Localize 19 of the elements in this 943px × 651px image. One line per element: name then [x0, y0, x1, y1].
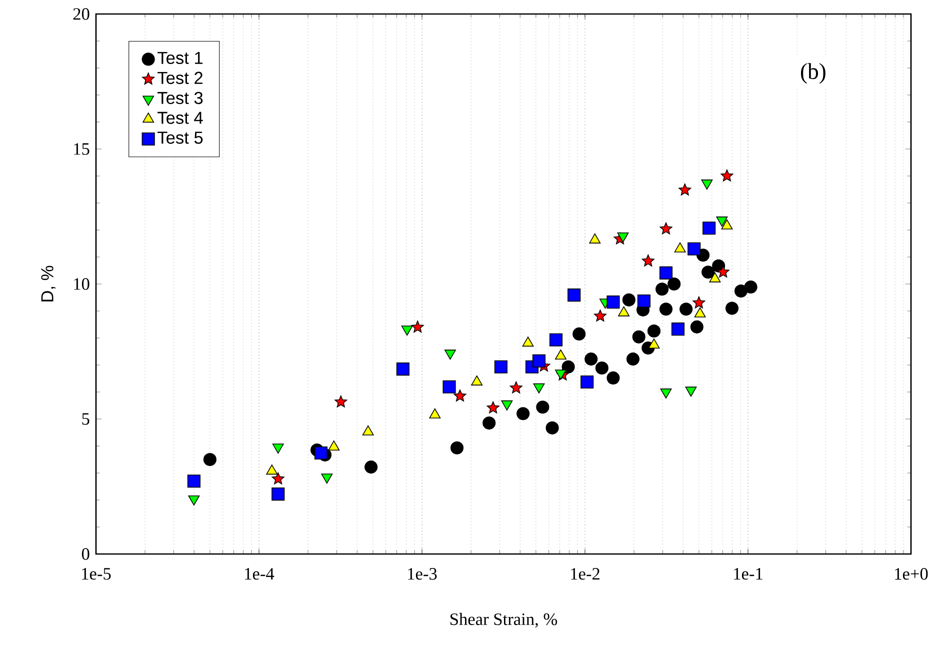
legend-label: Test 3: [158, 92, 203, 104]
x-tick-label: 1e+0: [895, 568, 928, 580]
y-tick-label: 5: [82, 413, 90, 425]
y-tick-label: 10: [74, 278, 90, 290]
x-tick-label: 1e-3: [408, 568, 437, 580]
y-axis-title: D, %: [41, 266, 56, 302]
y-tick-label: 15: [74, 143, 90, 155]
x-axis-title: Shear Strain, %: [450, 612, 558, 628]
annotation: (b): [800, 63, 826, 84]
x-tick-label: 1e-5: [82, 568, 111, 580]
legend-label: Test 5: [158, 132, 203, 144]
y-tick-label: 20: [73, 8, 90, 20]
x-tick-label: 1e-4: [245, 568, 274, 580]
legend-label: Test 2: [158, 72, 202, 84]
x-tick-label: 1e-1: [734, 568, 762, 580]
y-tick-label: 0: [82, 548, 90, 560]
legend-label: Test 4: [158, 112, 203, 124]
x-tick-label: 1e-2: [571, 568, 600, 580]
legend-label: Test 1: [158, 52, 203, 64]
